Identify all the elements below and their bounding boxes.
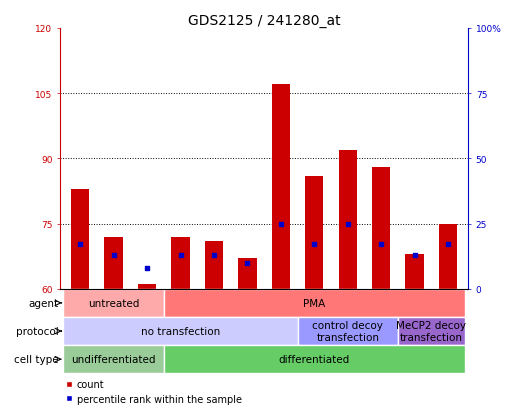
- Bar: [305, 176, 323, 289]
- Bar: [398, 317, 465, 345]
- Text: agent: agent: [28, 298, 59, 308]
- Text: protocol: protocol: [16, 326, 59, 336]
- Title: GDS2125 / 241280_at: GDS2125 / 241280_at: [188, 14, 340, 28]
- Point: [411, 252, 419, 259]
- Bar: [164, 345, 465, 373]
- Text: untreated: untreated: [88, 298, 139, 308]
- Bar: [338, 150, 357, 289]
- Point: [143, 265, 151, 272]
- Point: [377, 242, 385, 248]
- Bar: [63, 289, 164, 317]
- Text: no transfection: no transfection: [141, 326, 220, 336]
- Point: [210, 252, 218, 259]
- Bar: [164, 289, 465, 317]
- Legend: count, percentile rank within the sample: count, percentile rank within the sample: [65, 379, 242, 404]
- Bar: [63, 317, 298, 345]
- Point: [277, 221, 285, 227]
- Bar: [172, 237, 190, 289]
- Bar: [298, 317, 398, 345]
- Text: undifferentiated: undifferentiated: [72, 354, 156, 364]
- Point: [344, 221, 352, 227]
- Point: [310, 242, 319, 248]
- Text: differentiated: differentiated: [279, 354, 350, 364]
- Point: [243, 260, 252, 266]
- Bar: [63, 345, 164, 373]
- Bar: [372, 168, 390, 289]
- Bar: [105, 237, 123, 289]
- Bar: [238, 259, 257, 289]
- Bar: [439, 224, 457, 289]
- Text: PMA: PMA: [303, 298, 325, 308]
- Point: [176, 252, 185, 259]
- Point: [76, 242, 84, 248]
- Point: [109, 252, 118, 259]
- Point: [444, 242, 452, 248]
- Bar: [71, 189, 89, 289]
- Text: cell type: cell type: [14, 354, 59, 364]
- Bar: [271, 85, 290, 289]
- Bar: [405, 254, 424, 289]
- Bar: [138, 285, 156, 289]
- Text: control decoy
transfection: control decoy transfection: [312, 320, 383, 342]
- Text: MeCP2 decoy
transfection: MeCP2 decoy transfection: [396, 320, 467, 342]
- Bar: [205, 241, 223, 289]
